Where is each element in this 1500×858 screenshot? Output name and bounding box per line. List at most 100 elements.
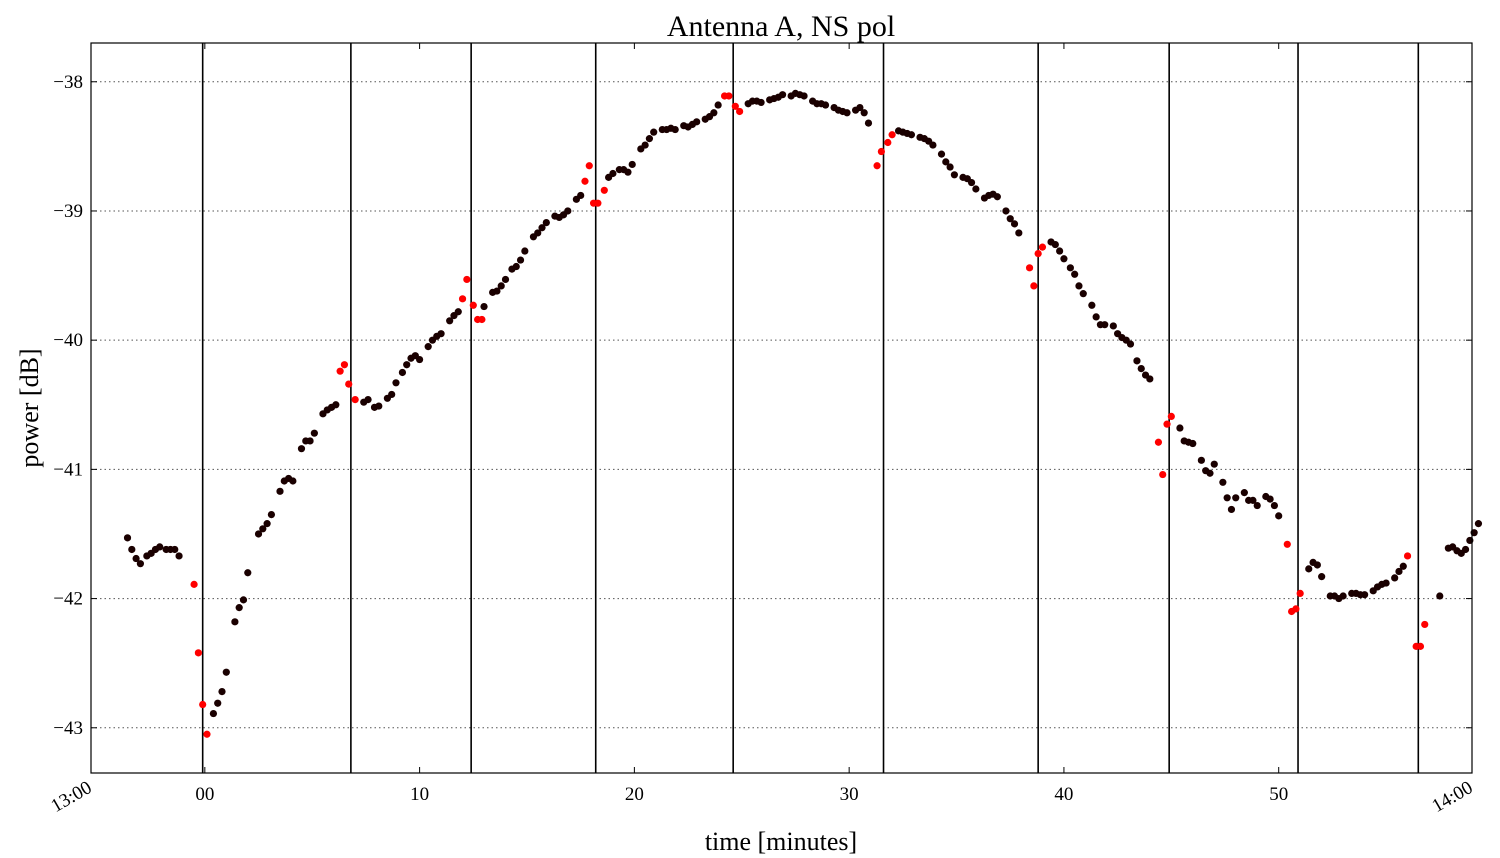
y-axis-label: power [dB] bbox=[15, 348, 44, 467]
data-point bbox=[888, 131, 896, 139]
data-point bbox=[218, 688, 226, 696]
data-point bbox=[199, 700, 207, 709]
data-point bbox=[884, 138, 892, 147]
data-point bbox=[1253, 501, 1261, 510]
data-point bbox=[1361, 591, 1369, 599]
data-point bbox=[864, 119, 873, 127]
data-point bbox=[235, 604, 243, 612]
data-point bbox=[800, 92, 808, 100]
data-point bbox=[950, 171, 958, 179]
data-point bbox=[538, 224, 546, 232]
data-point bbox=[209, 709, 218, 718]
x-tick-labels: 13:00 00 10 20 30 40 50 14:00 bbox=[48, 777, 1477, 817]
data-point bbox=[1339, 592, 1347, 600]
data-point bbox=[1292, 605, 1300, 613]
data-point bbox=[1006, 215, 1014, 223]
data-point bbox=[1197, 456, 1205, 464]
data-point bbox=[609, 169, 617, 178]
data-point bbox=[336, 367, 344, 375]
data-point bbox=[736, 107, 744, 116]
data-point bbox=[877, 147, 885, 156]
data-point bbox=[641, 141, 649, 149]
data-point bbox=[714, 101, 722, 109]
data-point bbox=[289, 477, 297, 485]
data-point bbox=[175, 552, 183, 560]
data-point bbox=[542, 218, 550, 227]
data-point bbox=[1163, 420, 1171, 428]
data-point bbox=[725, 92, 733, 100]
data-point bbox=[254, 530, 263, 538]
data-point bbox=[222, 668, 230, 676]
data-point bbox=[972, 185, 980, 193]
data-point bbox=[1167, 412, 1175, 420]
data-point bbox=[1313, 561, 1321, 569]
data-point bbox=[1071, 270, 1079, 278]
data-point bbox=[600, 186, 608, 194]
data-point bbox=[1249, 496, 1257, 504]
data-point bbox=[1227, 505, 1236, 514]
data-point bbox=[1159, 470, 1167, 479]
data-point bbox=[1210, 460, 1218, 468]
x-tick-label: 10 bbox=[410, 784, 429, 805]
data-point bbox=[297, 445, 306, 453]
data-point bbox=[1270, 501, 1279, 510]
data-point bbox=[942, 158, 950, 166]
data-point bbox=[1101, 321, 1109, 329]
data-point bbox=[123, 534, 132, 542]
data-point bbox=[693, 118, 701, 126]
data-point bbox=[1382, 579, 1390, 587]
y-tick-label: −38 bbox=[53, 72, 83, 93]
data-point bbox=[1133, 357, 1141, 365]
data-point bbox=[194, 649, 202, 657]
data-point bbox=[1436, 592, 1444, 600]
data-point bbox=[757, 98, 765, 107]
data-point bbox=[564, 207, 572, 215]
data-point bbox=[1176, 424, 1184, 432]
data-point bbox=[1146, 375, 1154, 383]
data-point bbox=[860, 109, 868, 117]
data-point bbox=[1296, 589, 1304, 598]
data-point bbox=[1092, 313, 1100, 321]
data-point bbox=[650, 128, 658, 136]
x-tick-label: 30 bbox=[840, 784, 859, 805]
data-point bbox=[263, 520, 271, 528]
data-point bbox=[392, 379, 400, 387]
data-point bbox=[1079, 290, 1087, 298]
data-point bbox=[340, 361, 349, 369]
data-point bbox=[1461, 545, 1470, 554]
data-point bbox=[929, 141, 937, 149]
data-point bbox=[1391, 574, 1399, 582]
x-tick-label: 14:00 bbox=[1429, 777, 1477, 817]
data-point bbox=[244, 569, 252, 577]
x-tick-label: 40 bbox=[1054, 784, 1073, 805]
data-point bbox=[1002, 207, 1010, 215]
data-point bbox=[993, 193, 1001, 201]
data-point bbox=[1240, 489, 1248, 497]
data-point bbox=[1088, 301, 1096, 309]
data-point bbox=[424, 343, 432, 351]
data-point bbox=[403, 361, 411, 369]
data-point bbox=[267, 510, 276, 519]
data-point bbox=[463, 275, 471, 284]
data-point bbox=[310, 429, 318, 437]
data-point bbox=[1474, 520, 1483, 528]
data-point bbox=[214, 699, 222, 707]
data-point bbox=[1395, 567, 1403, 576]
data-point bbox=[480, 302, 488, 311]
data-point bbox=[306, 437, 314, 445]
data-point bbox=[1403, 552, 1412, 560]
data-point bbox=[398, 368, 407, 377]
data-point bbox=[907, 131, 916, 139]
data-point bbox=[581, 177, 589, 185]
y-tick-label: −39 bbox=[53, 201, 83, 222]
data-point bbox=[534, 229, 542, 237]
data-point bbox=[577, 191, 585, 200]
data-point bbox=[1154, 438, 1163, 446]
data-point bbox=[873, 162, 881, 170]
y-tick-label: −42 bbox=[53, 589, 83, 610]
x-tick-label: 00 bbox=[195, 784, 214, 805]
data-points bbox=[123, 89, 1483, 738]
data-point bbox=[416, 355, 424, 364]
data-point bbox=[946, 163, 954, 171]
data-point bbox=[624, 168, 632, 176]
